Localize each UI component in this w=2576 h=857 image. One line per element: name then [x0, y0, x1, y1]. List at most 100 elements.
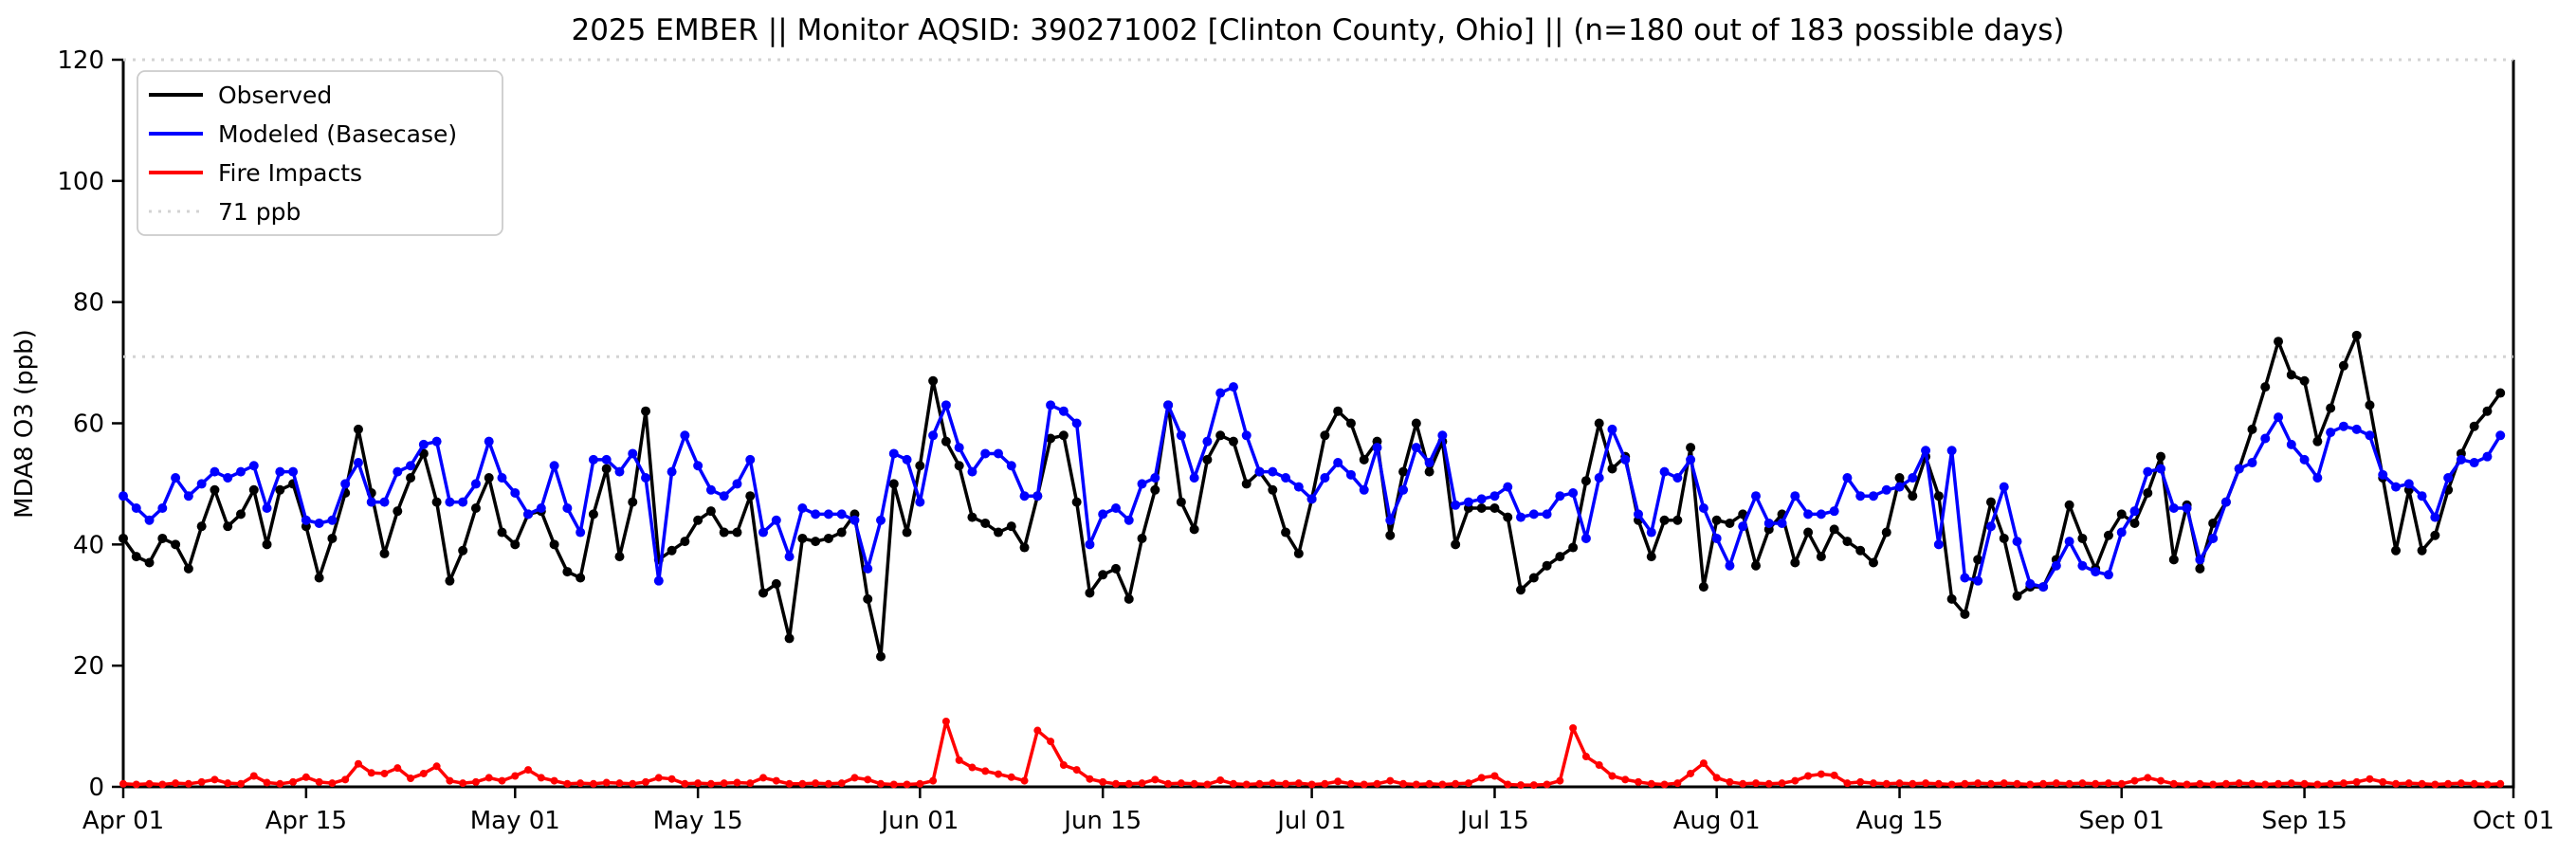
modeled-marker: [1620, 454, 1631, 465]
fire-impacts-marker: [1543, 780, 1551, 789]
fire-impacts-marker: [864, 775, 872, 784]
fire-impacts-marker: [484, 774, 493, 782]
fire-impacts-marker: [850, 774, 859, 782]
modeled-marker: [888, 448, 899, 459]
observed-marker: [2260, 382, 2271, 392]
observed-marker: [2365, 400, 2375, 410]
modeled-marker: [1698, 502, 1708, 513]
fire-impacts-marker: [289, 777, 298, 786]
fire-impacts-marker: [1190, 779, 1198, 788]
fire-impacts-marker: [2092, 779, 2100, 788]
modeled-marker: [1528, 509, 1539, 520]
fire-impacts-marker: [1007, 773, 1015, 781]
modeled-marker: [1803, 509, 1814, 520]
observed-marker: [1711, 515, 1722, 525]
modeled-marker: [2091, 567, 2101, 577]
modeled-marker: [614, 466, 625, 477]
fire-impacts-marker: [2039, 779, 2048, 788]
fire-impacts-marker: [1086, 775, 1094, 783]
modeled-marker: [941, 400, 951, 410]
observed-marker: [2168, 555, 2179, 565]
chart-title: 2025 EMBER || Monitor AQSID: 390271002 […: [571, 13, 2064, 47]
fire-impacts-marker: [184, 779, 192, 788]
observed-marker: [1268, 484, 1278, 495]
fire-impacts-marker: [1830, 771, 1838, 779]
observed-marker: [1098, 570, 1108, 580]
observed-marker: [771, 578, 781, 589]
fire-impacts-marker: [1817, 770, 1825, 778]
modeled-marker: [275, 466, 285, 477]
modeled-marker: [1071, 418, 1082, 428]
fire-impacts-marker: [119, 779, 127, 788]
modeled-marker: [1345, 469, 1356, 480]
modeled-marker: [2469, 458, 2479, 468]
observed-marker: [2103, 530, 2113, 540]
observed-marker: [2143, 488, 2153, 499]
axes: 0 20 40 60 80 100 120 Apr 01 Apr 15 May 01 May 15 J…: [57, 46, 2554, 835]
observed-marker: [1489, 502, 1500, 513]
observed-marker: [157, 533, 168, 543]
observed-marker: [667, 545, 677, 556]
x-tick-label: Aug 15: [1855, 807, 1943, 835]
x-tick-label: May 01: [470, 807, 560, 835]
fire-impacts-marker: [1033, 726, 1042, 735]
observed-marker: [1071, 497, 1082, 507]
fire-impacts-line: [122, 720, 2501, 787]
observed-marker: [1345, 418, 1356, 428]
modeled-marker: [210, 466, 220, 477]
observed-marker: [1568, 542, 1579, 553]
y-tick-label: 60: [73, 410, 104, 439]
modeled-marker: [1503, 482, 1513, 492]
modeled-marker: [1634, 509, 1644, 520]
observed-marker: [628, 497, 638, 507]
observed-marker: [614, 552, 625, 562]
modeled-marker: [131, 502, 141, 513]
fire-impacts-marker: [1804, 772, 1813, 780]
fire-impacts-marker: [877, 779, 886, 788]
observed-marker: [575, 573, 586, 583]
modeled-marker: [1738, 521, 1748, 532]
modeled-marker: [1124, 515, 1134, 525]
observed-marker: [601, 464, 612, 474]
observed-marker: [119, 533, 128, 543]
fire-impacts-marker: [2366, 775, 2374, 783]
fire-impacts-marker: [1843, 779, 1852, 788]
observed-marker: [1908, 491, 1918, 501]
modeled-marker: [119, 491, 128, 501]
observed-marker: [863, 593, 873, 604]
observed-marker: [1555, 552, 1565, 562]
modeled-marker: [1176, 430, 1186, 441]
modeled-marker: [262, 502, 272, 513]
modeled-marker: [1451, 500, 1461, 510]
observed-marker: [248, 484, 259, 495]
modeled-marker: [1085, 539, 1095, 550]
observed-marker: [314, 573, 324, 583]
modeled-marker: [1881, 484, 1891, 495]
modeled-marker: [1816, 509, 1826, 520]
modeled-marker: [301, 515, 311, 525]
modeled-marker: [314, 518, 324, 528]
modeled-marker: [144, 515, 155, 525]
observed-marker: [2430, 530, 2440, 540]
modeled-marker: [2443, 473, 2454, 483]
fire-impacts-marker: [1452, 779, 1460, 788]
fire-impacts-marker: [2130, 776, 2139, 785]
observed-marker: [1281, 527, 1291, 538]
modeled-marker: [1268, 466, 1278, 477]
fire-impacts-marker: [1934, 779, 1943, 788]
observed-marker: [393, 506, 403, 517]
modeled-marker: [2051, 560, 2061, 571]
observed-marker: [888, 479, 899, 489]
modeled-marker: [1686, 454, 1696, 465]
modeled-marker: [705, 484, 716, 495]
observed-marker: [732, 527, 742, 538]
x-tick-label: Jul 15: [1458, 807, 1529, 835]
modeled-marker: [431, 436, 442, 447]
modeled-marker: [340, 479, 351, 489]
modeled-marker: [1829, 506, 1839, 517]
fire-impacts-marker: [576, 779, 585, 788]
modeled-marker: [2312, 473, 2323, 483]
fire-impacts-marker: [2418, 779, 2426, 788]
fire-impacts-marker: [1726, 777, 1734, 786]
